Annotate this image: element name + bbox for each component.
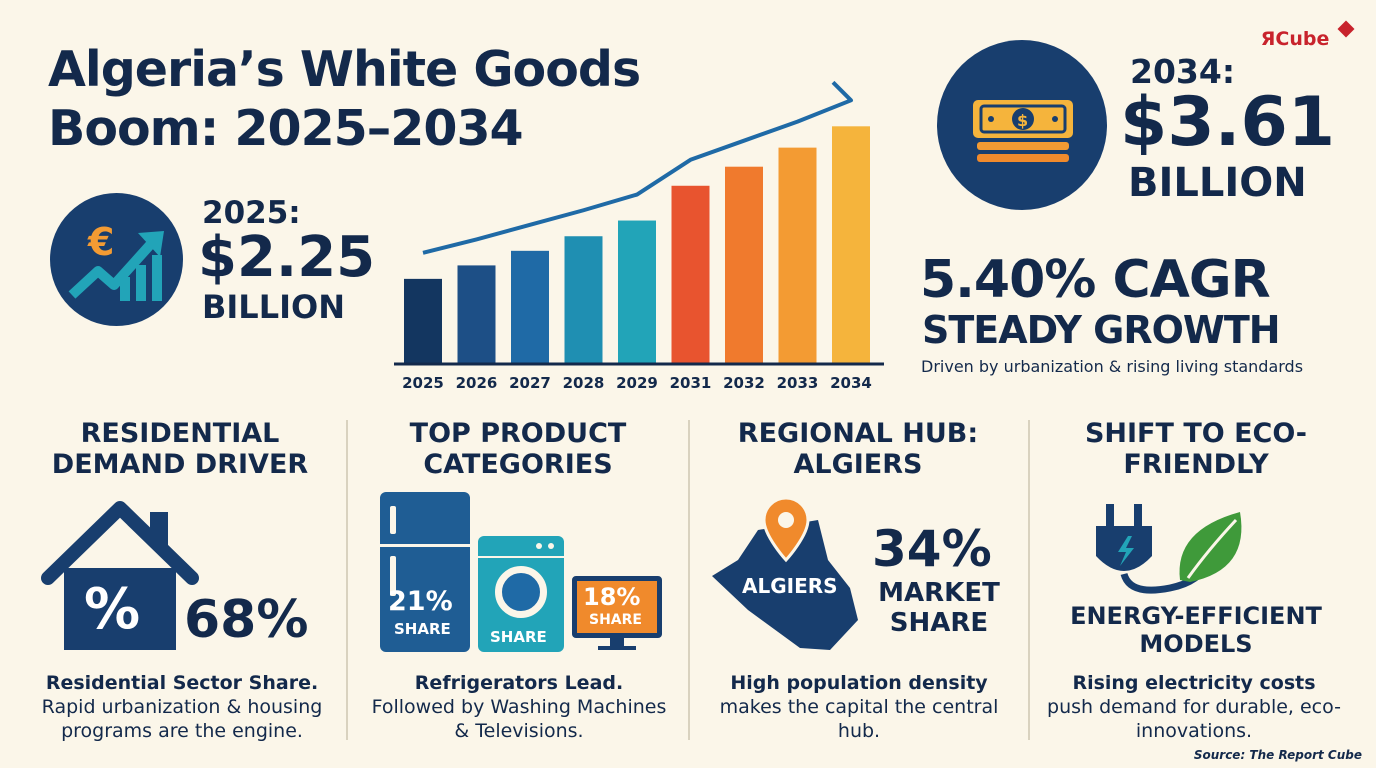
svg-text:$: $	[1017, 111, 1028, 130]
eco-desc: Rising electricity costs push demand for…	[1044, 671, 1344, 743]
section-divider	[346, 420, 348, 740]
euro-growth-icon: €	[50, 193, 183, 326]
logo-cube-icon	[1337, 20, 1355, 38]
fridge-icon: 21% SHARE	[380, 492, 470, 652]
cagr-note: Driven by urbanization & rising living s…	[921, 357, 1304, 376]
fridge-share-label: SHARE	[394, 620, 451, 638]
x-tick-label: 2027	[509, 374, 551, 392]
market-growth-chart: 2025 2026 2027 2028 2029 2031 2032 2033 2034	[394, 80, 884, 392]
x-tick-label: 2031	[670, 374, 712, 392]
bar-2026	[457, 265, 496, 363]
products-desc: Refrigerators Lead. Followed by Washing …	[366, 671, 672, 743]
stat-2025-label: 2025:	[202, 195, 301, 231]
bar-2032	[725, 166, 763, 363]
brand-logo: ЯCube	[1260, 20, 1355, 50]
bar-2029	[618, 220, 656, 363]
section-divider	[688, 420, 690, 740]
regional-stat-label: MARKET SHARE	[878, 578, 1000, 638]
bar-2025	[404, 278, 442, 363]
regional-desc: High population density makes the capita…	[706, 671, 1012, 743]
svg-text:€: €	[87, 220, 114, 264]
regional-desc-bold: High population density	[730, 672, 988, 694]
tv-share-label: SHARE	[589, 612, 642, 628]
washing-machine-icon: SHARE	[478, 536, 564, 652]
x-tick-label: 2034	[830, 374, 872, 392]
stat-2034-value: $3.61	[1120, 83, 1336, 162]
svg-text:%: %	[84, 577, 140, 642]
washer-share-label: SHARE	[490, 628, 547, 646]
fridge-share-value: 21%	[388, 586, 453, 617]
algeria-map-icon	[708, 490, 878, 664]
stat-2034-unit: BILLION	[1128, 160, 1307, 206]
stat-2025-value: $2.25	[198, 225, 376, 290]
x-tick-label: 2033	[777, 374, 819, 392]
bar-2033	[778, 147, 817, 363]
eco-subtitle: ENERGY-EFFICIENT MODELS	[1070, 602, 1322, 658]
x-tick-label: 2028	[563, 374, 605, 392]
cagr-headline: 5.40% CAGR	[920, 250, 1271, 310]
residential-desc-text: Rapid urbanization & housing programs ar…	[41, 696, 323, 742]
products-desc-bold: Refrigerators Lead.	[414, 672, 624, 694]
appliances-icon: 21% SHARE SHARE 18% SHARE	[376, 490, 666, 655]
residential-desc-bold: Residential Sector Share.	[45, 672, 319, 694]
bar-2027	[511, 250, 549, 363]
x-tick-label: 2029	[616, 374, 658, 392]
x-tick-label: 2032	[723, 374, 765, 392]
eco-desc-text: push demand for durable, eco-innovations…	[1047, 696, 1341, 742]
section-divider	[1028, 420, 1030, 740]
bar-2034	[832, 126, 870, 363]
logo-symbol: Я	[1260, 28, 1276, 50]
money-stack-icon: $	[937, 40, 1107, 210]
tv-share-value: 18%	[583, 583, 641, 611]
x-tick-label: 2026	[456, 374, 498, 392]
cagr-sub: STEADY GROWTH	[922, 308, 1281, 352]
map-label: ALGIERS	[742, 574, 838, 598]
regional-desc-text: makes the capital the central hub.	[719, 696, 999, 742]
residential-stat: 68%	[184, 590, 309, 650]
page-title: Algeria’s White Goods Boom: 2025–2034	[48, 41, 641, 157]
house-percent-icon: %	[40, 498, 200, 657]
section-title-regional: REGIONAL HUB: ALGIERS	[737, 418, 979, 480]
stat-2034-label: 2034:	[1130, 52, 1236, 91]
x-tick-label: 2025	[402, 374, 444, 392]
bar-2031	[671, 185, 710, 363]
section-title-products: TOP PRODUCT CATEGORIES	[409, 418, 627, 480]
trend-line	[422, 80, 853, 255]
plug-leaf-icon	[1090, 500, 1260, 604]
products-desc-text: Followed by Washing Machines & Televisio…	[371, 696, 667, 742]
bar-2028	[564, 236, 603, 363]
section-title-residential: RESIDENTIAL DEMAND DRIVER	[51, 418, 309, 480]
eco-desc-bold: Rising electricity costs	[1072, 672, 1316, 694]
logo-text: Cube	[1275, 28, 1330, 50]
stat-2025-unit: BILLION	[202, 288, 345, 326]
source-note: Source: The Report Cube	[1193, 748, 1362, 762]
regional-stat: 34%	[872, 520, 992, 578]
section-title-eco: SHIFT TO ECO-FRIENDLY	[1084, 418, 1308, 480]
television-icon: 18% SHARE	[572, 576, 662, 638]
residential-desc: Residential Sector Share. Rapid urbaniza…	[24, 671, 340, 743]
